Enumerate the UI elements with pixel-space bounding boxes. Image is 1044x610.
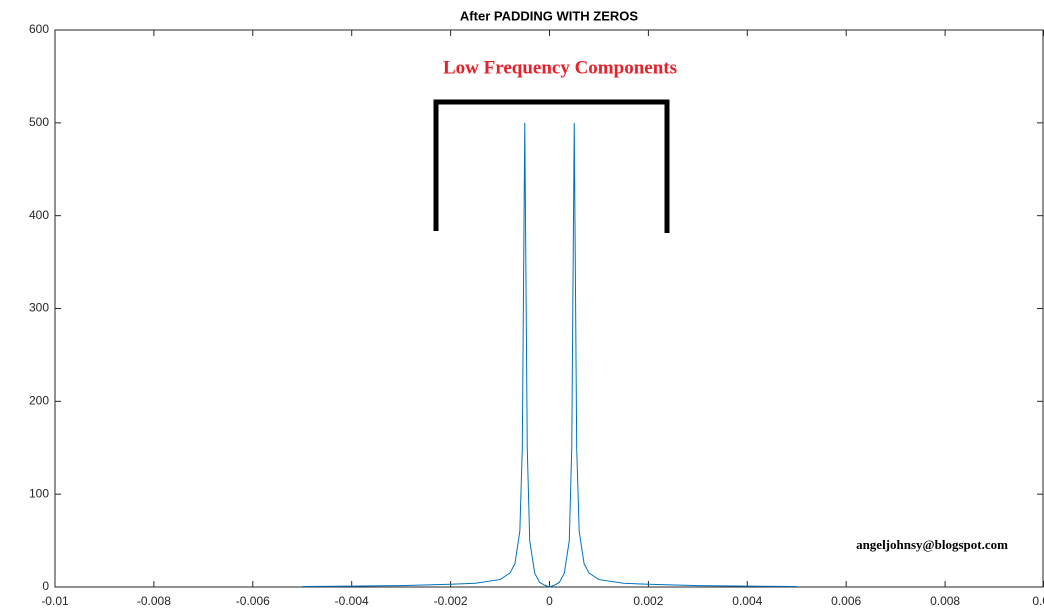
y-tick-label: 500 <box>29 115 49 129</box>
y-tick-label: 0 <box>42 579 49 593</box>
x-tick-label: 0.008 <box>930 594 960 608</box>
y-tick-label: 200 <box>29 394 49 408</box>
x-tick-label: 0.006 <box>831 594 861 608</box>
y-tick-label: 400 <box>29 208 49 222</box>
x-tick-label: -0.002 <box>434 594 468 608</box>
x-tick-label: 0.002 <box>633 594 663 608</box>
x-tick-label: 0.01 <box>1032 594 1044 608</box>
chart-title: After PADDING WITH ZEROS <box>460 8 638 23</box>
annotation: Low Frequency Components <box>443 57 677 78</box>
x-tick-label: 0 <box>546 594 553 608</box>
x-tick-label: -0.008 <box>137 594 171 608</box>
y-tick-label: 300 <box>29 301 49 315</box>
x-tick-label: -0.01 <box>41 594 69 608</box>
x-tick-label: -0.006 <box>236 594 270 608</box>
watermark: angeljohnsy@blogspot.com <box>856 537 1008 552</box>
bracket <box>433 99 670 233</box>
x-tick-label: 0.004 <box>732 594 762 608</box>
y-tick-label: 100 <box>29 486 49 500</box>
x-tick-label: -0.004 <box>335 594 369 608</box>
y-tick-label: 600 <box>29 22 49 36</box>
data-line <box>302 122 797 588</box>
